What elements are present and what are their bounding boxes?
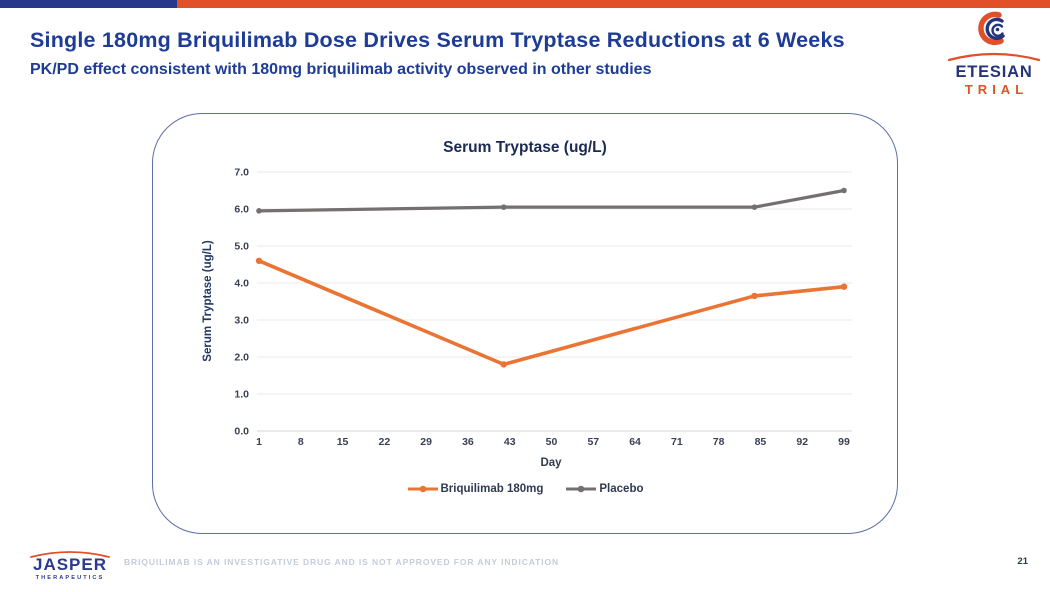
series-line-briquilimab — [257, 259, 846, 367]
chart-card: Serum Tryptase (ug/L) 7.0 6.0 5.0 4.0 3.0 2.0… — [152, 113, 898, 534]
top-bar-orange-segment — [177, 0, 1050, 8]
legend-item-placebo: Placebo — [565, 483, 644, 495]
x-tick-label: 22 — [379, 436, 391, 448]
data-point — [255, 257, 263, 264]
slide-subtitle: PK/PD effect consistent with 180mg briqu… — [30, 61, 652, 78]
x-tick-label: 15 — [337, 436, 349, 448]
legend-dot — [419, 485, 426, 493]
data-point — [751, 204, 758, 210]
x-tick-label: 85 — [755, 436, 767, 448]
top-bar-blue-segment — [0, 0, 177, 8]
jasper-therapeutics-logo: JASPER THERAPEUTICS — [26, 546, 114, 589]
x-tick-label: 43 — [504, 436, 516, 448]
x-tick-label: 36 — [462, 436, 474, 448]
y-tick-label: 4.0 — [234, 278, 249, 290]
y-tick-label: 7.0 — [234, 167, 249, 179]
chart-plot-area: 7.0 6.0 5.0 4.0 3.0 2.0 1.0 0.0 1 8 15 22 29 36 43 50 57… — [234, 167, 852, 448]
chart-title: Serum Tryptase (ug/L) — [443, 139, 607, 156]
x-tick-label: 64 — [629, 436, 641, 448]
x-tick-label: 50 — [546, 436, 558, 448]
data-point — [840, 283, 848, 290]
legend-label: Placebo — [599, 483, 644, 495]
data-point — [256, 208, 262, 214]
x-axis-title: Day — [540, 457, 562, 469]
y-tick-label: 2.0 — [234, 352, 249, 364]
x-tick-label: 99 — [838, 436, 850, 448]
etesian-swirl-icon — [978, 11, 1005, 46]
y-tick-label: 0.0 — [234, 426, 249, 438]
y-tick-label: 6.0 — [234, 204, 249, 216]
x-tick-label: 57 — [587, 436, 599, 448]
x-tick-label: 29 — [420, 436, 432, 448]
footer-disclaimer: BRIQUILIMAB IS AN INVESTIGATIVE DRUG AND… — [124, 557, 560, 567]
legend-marker-icon — [407, 485, 438, 493]
data-point — [500, 361, 507, 368]
legend-item-briquilimab: Briquilimab 180mg — [407, 483, 544, 495]
y-tick-label: 3.0 — [234, 315, 249, 327]
svg-text:THERAPEUTICS: THERAPEUTICS — [36, 575, 105, 581]
page-number: 21 — [1017, 556, 1028, 567]
x-tick-label: 8 — [298, 436, 304, 448]
x-tick-label: 1 — [256, 436, 262, 448]
x-tick-label: 92 — [796, 436, 808, 448]
etesian-logo-text: ETESIAN — [955, 63, 1033, 81]
etesian-trial-logo: ETESIAN TRIAL — [944, 8, 1044, 97]
series-line-placebo — [257, 188, 846, 213]
y-tick-label: 1.0 — [234, 389, 249, 401]
data-point — [841, 187, 847, 194]
chart-legend: Briquilimab 180mg Placebo — [153, 483, 897, 495]
legend-label: Briquilimab 180mg — [440, 483, 544, 495]
x-tick-label: 71 — [671, 436, 683, 448]
y-axis-title: Serum Tryptase (ug/L) — [202, 240, 214, 362]
etesian-arc-icon — [947, 52, 1041, 62]
legend-marker-icon — [566, 485, 597, 493]
data-point — [500, 204, 507, 210]
jasper-logo-graphic: JASPER THERAPEUTICS — [30, 551, 110, 581]
top-accent-bar — [0, 0, 1050, 8]
x-tick-label: 78 — [713, 436, 725, 448]
etesian-logo-subtext: TRIAL — [964, 82, 1029, 97]
data-point — [751, 292, 758, 300]
legend-dot — [578, 485, 585, 493]
y-tick-label: 5.0 — [234, 241, 249, 253]
slide-title: Single 180mg Briquilimab Dose Drives Ser… — [30, 28, 845, 52]
svg-text:JASPER: JASPER — [33, 555, 107, 574]
